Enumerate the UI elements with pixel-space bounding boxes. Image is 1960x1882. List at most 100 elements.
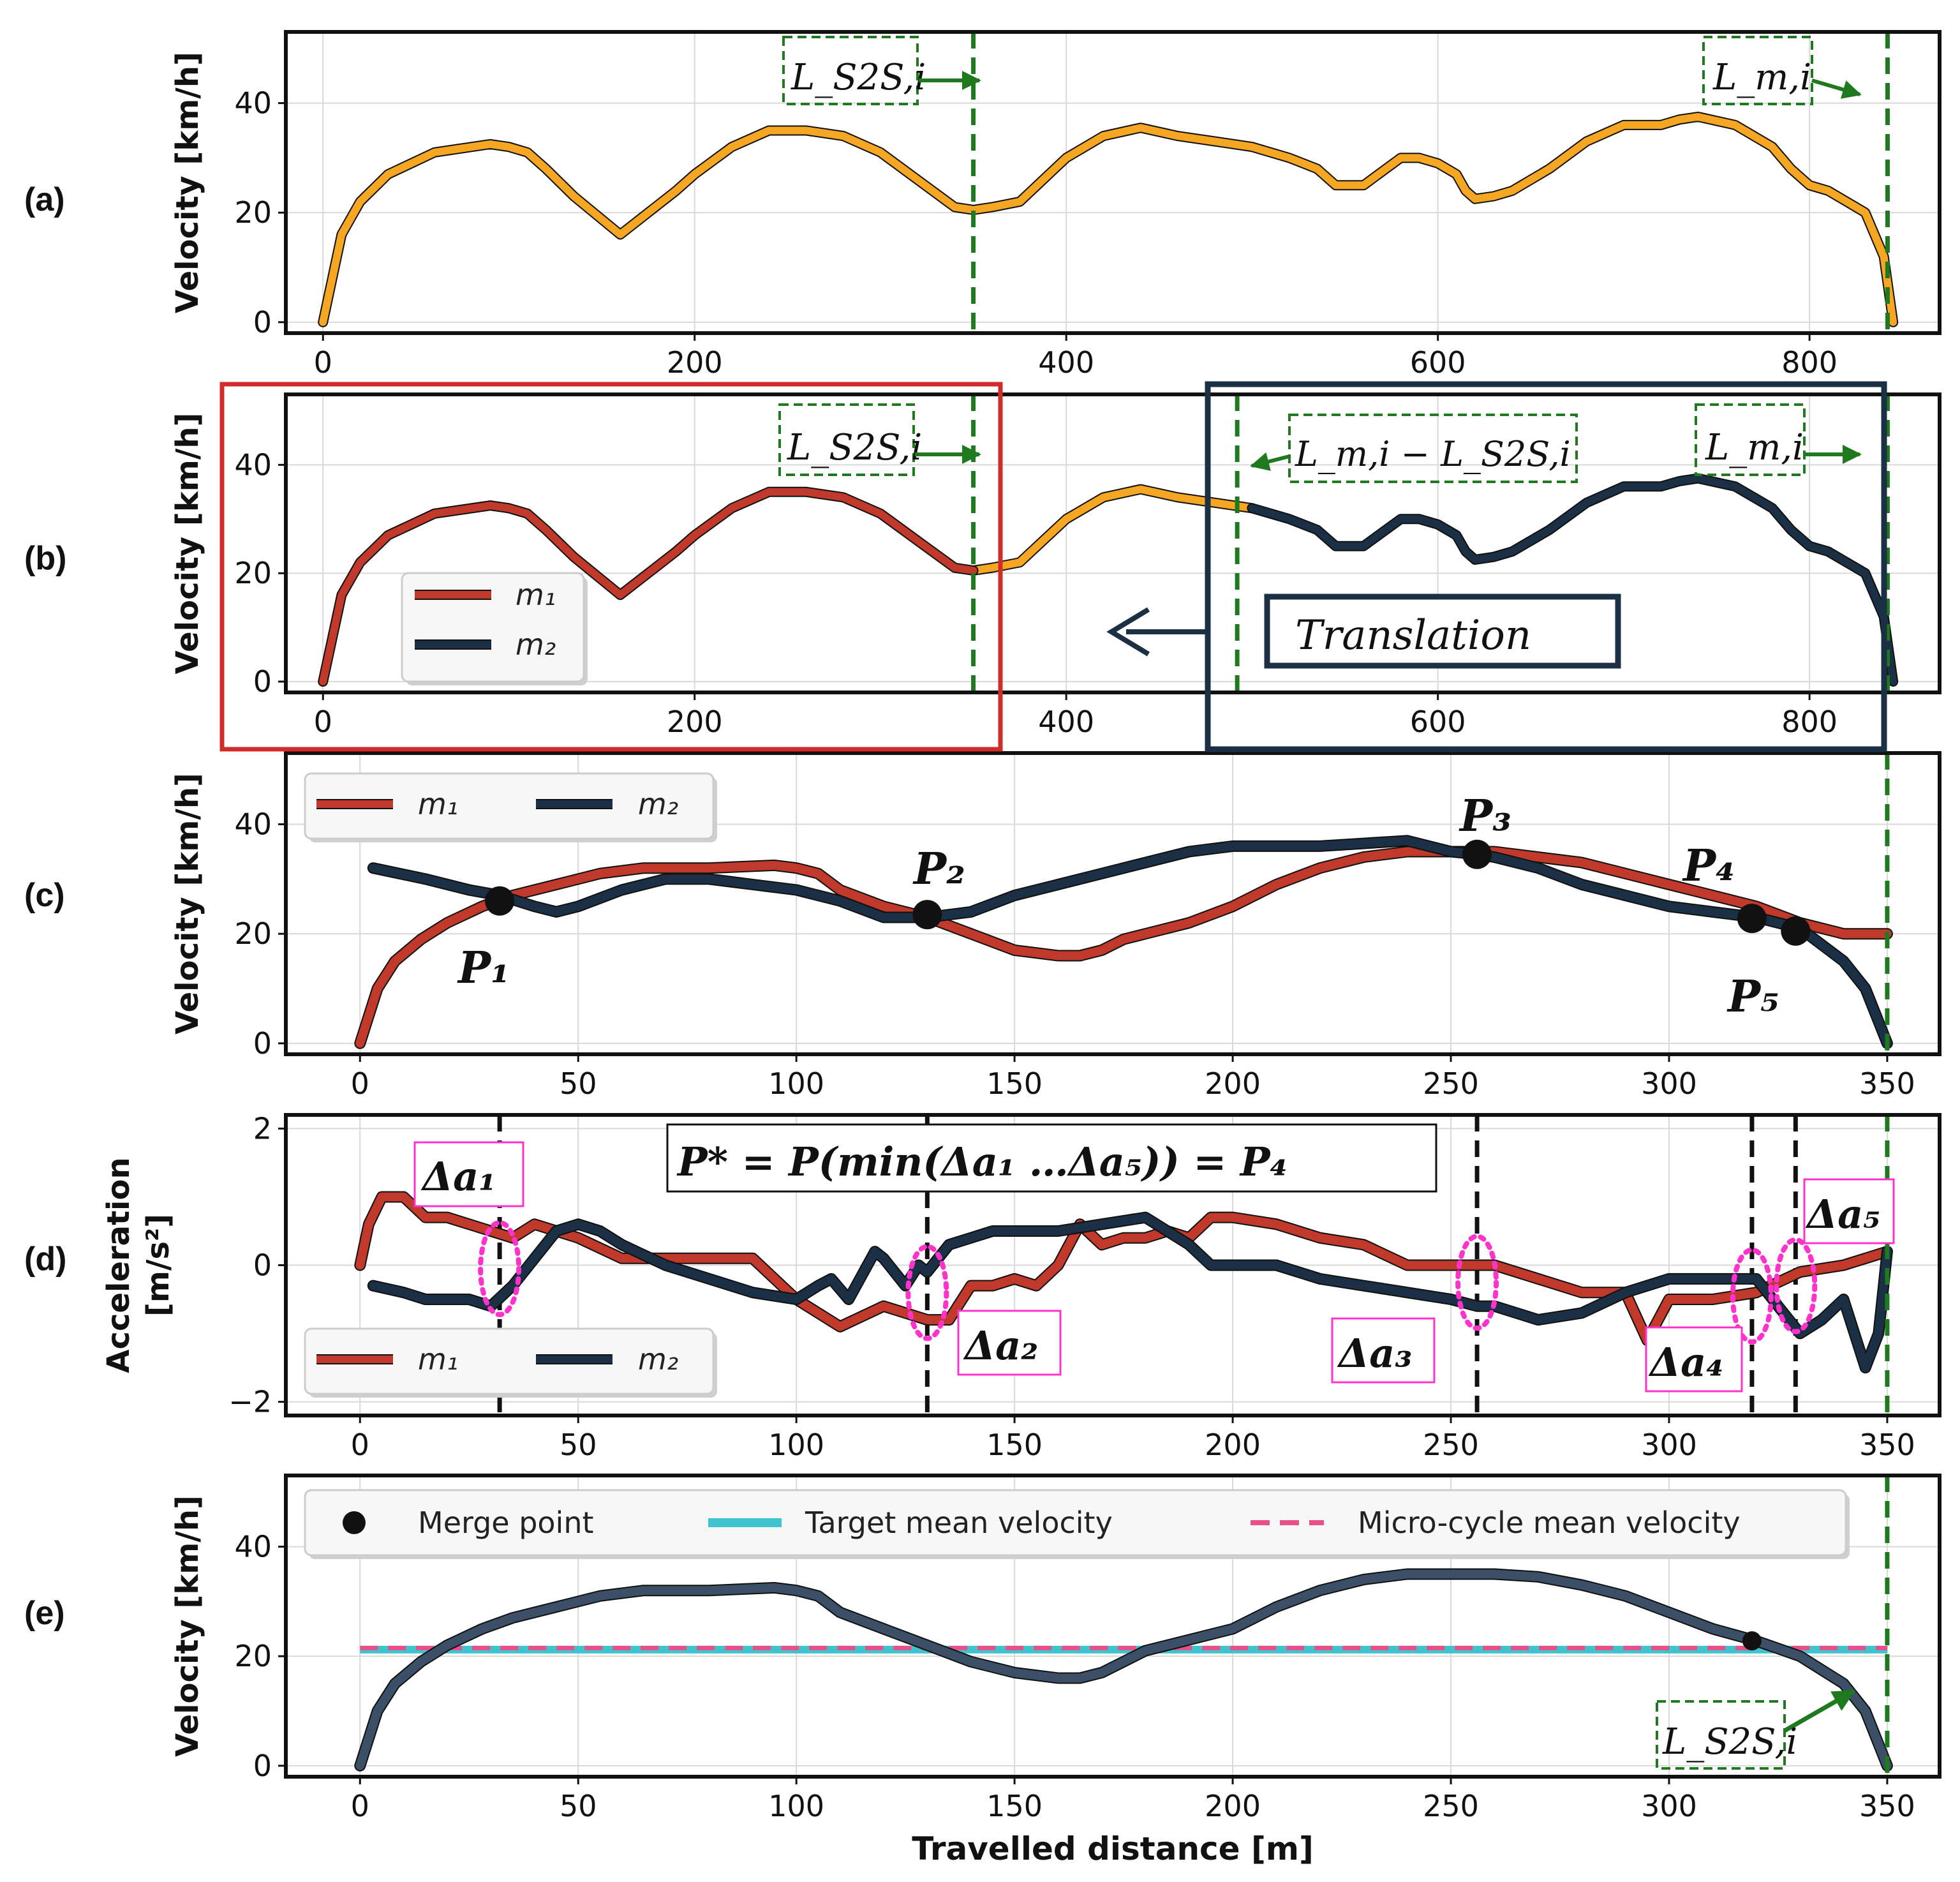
legend-d-m1-label: m₁ bbox=[418, 1342, 458, 1377]
ls2s-arrow-e bbox=[1783, 1689, 1856, 1733]
delta-ellipse bbox=[1455, 1234, 1499, 1331]
panel-e-annotations: L_S2S,i bbox=[1656, 1700, 1797, 1770]
x-tick-label: 0 bbox=[314, 705, 332, 739]
y-axis-label: Acceleration [m/s²] bbox=[101, 1157, 176, 1373]
legend-e-merge-marker bbox=[343, 1511, 366, 1534]
ls2s-label-a: L_S2S,i bbox=[791, 57, 926, 98]
x-tick-label: 50 bbox=[560, 1789, 597, 1823]
chart-panel-b: 0 200 400 600 800 0 20 40 Velocity [km/h] m₁ m₂ bbox=[170, 392, 1941, 739]
y-axis-label-line2: [m/s²] bbox=[140, 1214, 176, 1317]
x-tick-label: 350 bbox=[1859, 1789, 1915, 1823]
y-tick-label: 0 bbox=[253, 305, 272, 340]
lm-label-b: L_m,i bbox=[1705, 427, 1804, 468]
y-tick-label: 0 bbox=[253, 1248, 272, 1283]
panel-c-point-labels: P₁ P₂ P₃ P₄ P₅ bbox=[457, 791, 1779, 1022]
x-tick-label: 400 bbox=[1038, 705, 1094, 739]
x-tick-label: 250 bbox=[1423, 1066, 1479, 1101]
y-tick-label: 20 bbox=[234, 1639, 272, 1673]
x-tick-label: 600 bbox=[1410, 705, 1466, 739]
x-axis-label: Travelled distance [m] bbox=[912, 1830, 1314, 1867]
panel-label-d: (d) bbox=[24, 1241, 66, 1278]
delta-ellipse bbox=[1730, 1247, 1774, 1345]
y-tick-label: 0 bbox=[253, 1749, 272, 1783]
point-label-p5: P₅ bbox=[1726, 971, 1779, 1022]
x-tick-label: 0 bbox=[351, 1789, 369, 1823]
x-tick-label: 200 bbox=[1205, 1789, 1261, 1823]
x-tick-label: 150 bbox=[986, 1428, 1043, 1462]
translation-label: Translation bbox=[1295, 612, 1531, 659]
legend-b bbox=[401, 572, 585, 683]
p-star-formula: P* = P(min(Δa₁ …Δa₅)) = P₄ bbox=[676, 1139, 1288, 1185]
x-tick-label: 200 bbox=[1205, 1428, 1261, 1462]
y-axis-label: Velocity [km/h] bbox=[170, 413, 205, 675]
legend-e-target-label: Target mean velocity bbox=[805, 1505, 1113, 1540]
merge-point-marker bbox=[1462, 839, 1492, 869]
y-tick-label: 40 bbox=[234, 807, 272, 842]
y-tick-label: 40 bbox=[234, 1530, 272, 1564]
x-tick-label: 300 bbox=[1641, 1789, 1697, 1823]
axes-frame bbox=[284, 751, 1941, 1056]
legend-d-m2-label: m₂ bbox=[638, 1342, 678, 1377]
legend-d bbox=[304, 1327, 715, 1395]
merge-point-marker bbox=[485, 886, 515, 916]
point-label-p1: P₁ bbox=[457, 943, 510, 994]
y-tick-label: 40 bbox=[234, 447, 272, 482]
x-tick-label: 150 bbox=[986, 1066, 1043, 1101]
ls2s-label-e: L_S2S,i bbox=[1662, 1721, 1797, 1763]
y-tick-label: 2 bbox=[253, 1111, 272, 1146]
x-tick-label: 0 bbox=[351, 1428, 369, 1462]
series-line-m1 bbox=[319, 488, 977, 685]
delta-a4-label: Δa₄ bbox=[1648, 1339, 1723, 1385]
x-tick-label: 600 bbox=[1410, 345, 1466, 380]
legend-c-m1-label: m₁ bbox=[418, 787, 458, 821]
x-tick-label: 300 bbox=[1641, 1428, 1697, 1462]
series-line-m1 bbox=[355, 847, 1892, 1048]
y-tick-label: 40 bbox=[234, 86, 272, 121]
y-axis-label: Velocity [km/h] bbox=[170, 773, 205, 1034]
y-axis-label: Velocity [km/h] bbox=[170, 1495, 205, 1757]
merge-point-marker bbox=[1742, 1631, 1762, 1651]
panel-a-annotations: L_S2S,i L_m,i bbox=[782, 36, 1862, 105]
delta-a1-label: Δa₁ bbox=[420, 1153, 496, 1200]
x-tick-label: 150 bbox=[986, 1789, 1043, 1823]
series-line-velocity bbox=[319, 113, 1897, 326]
x-tick-label: 0 bbox=[351, 1066, 369, 1101]
x-tick-label: 50 bbox=[560, 1428, 597, 1462]
legend-e-micro-label: Micro-cycle mean velocity bbox=[1358, 1505, 1741, 1540]
axes-frame bbox=[284, 392, 1941, 694]
axes-frame bbox=[284, 1113, 1941, 1417]
x-tick-label: 300 bbox=[1641, 1066, 1697, 1101]
axes-frame bbox=[284, 1474, 1941, 1779]
panel-label-c: (c) bbox=[24, 877, 65, 914]
x-tick-label: 200 bbox=[1205, 1066, 1261, 1101]
x-tick-label: 800 bbox=[1781, 345, 1838, 380]
x-tick-label: 800 bbox=[1781, 705, 1838, 739]
ls2s-label-b: L_S2S,i bbox=[787, 427, 922, 468]
x-tick-label: 350 bbox=[1859, 1066, 1915, 1101]
series-line-m2 bbox=[368, 836, 1892, 1048]
y-axis-label-line1: Acceleration bbox=[101, 1157, 137, 1373]
y-tick-label: 20 bbox=[234, 916, 272, 951]
x-tick-label: 250 bbox=[1423, 1428, 1479, 1462]
x-tick-label: 50 bbox=[560, 1066, 597, 1101]
delta-ellipse bbox=[905, 1244, 949, 1341]
x-tick-label: 250 bbox=[1423, 1789, 1479, 1823]
legend-c-m2-label: m₂ bbox=[638, 787, 678, 821]
delta-a5-label: Δa₅ bbox=[1805, 1191, 1880, 1237]
plot-area bbox=[354, 1115, 1893, 1415]
series-outline-velocity bbox=[318, 112, 1899, 327]
legend-c bbox=[304, 772, 715, 840]
series-line-velocity bbox=[355, 1569, 1892, 1770]
legend-e bbox=[304, 1489, 1847, 1557]
point-label-p3: P₃ bbox=[1459, 791, 1511, 842]
merge-point-marker bbox=[912, 900, 942, 930]
lm-minus-ls2s-label: L_m,i − L_S2S,i bbox=[1295, 434, 1571, 474]
delta-ellipse bbox=[1774, 1237, 1818, 1334]
y-tick-label: 0 bbox=[253, 664, 272, 699]
panel-label-b: (b) bbox=[24, 540, 66, 577]
panel-label-e: (e) bbox=[24, 1595, 65, 1632]
chart-panel-d: 0 50 100 150 200 250 300 350 −2 0 2 Acceleration [m/… bbox=[101, 1111, 1941, 1462]
y-axis-label: Velocity [km/h] bbox=[170, 52, 205, 313]
panel-d-annotations: P* = P(min(Δa₁ …Δa₅)) = P₄ Δa₁ Δa₂ Δa₃ Δ… bbox=[413, 1123, 1895, 1393]
